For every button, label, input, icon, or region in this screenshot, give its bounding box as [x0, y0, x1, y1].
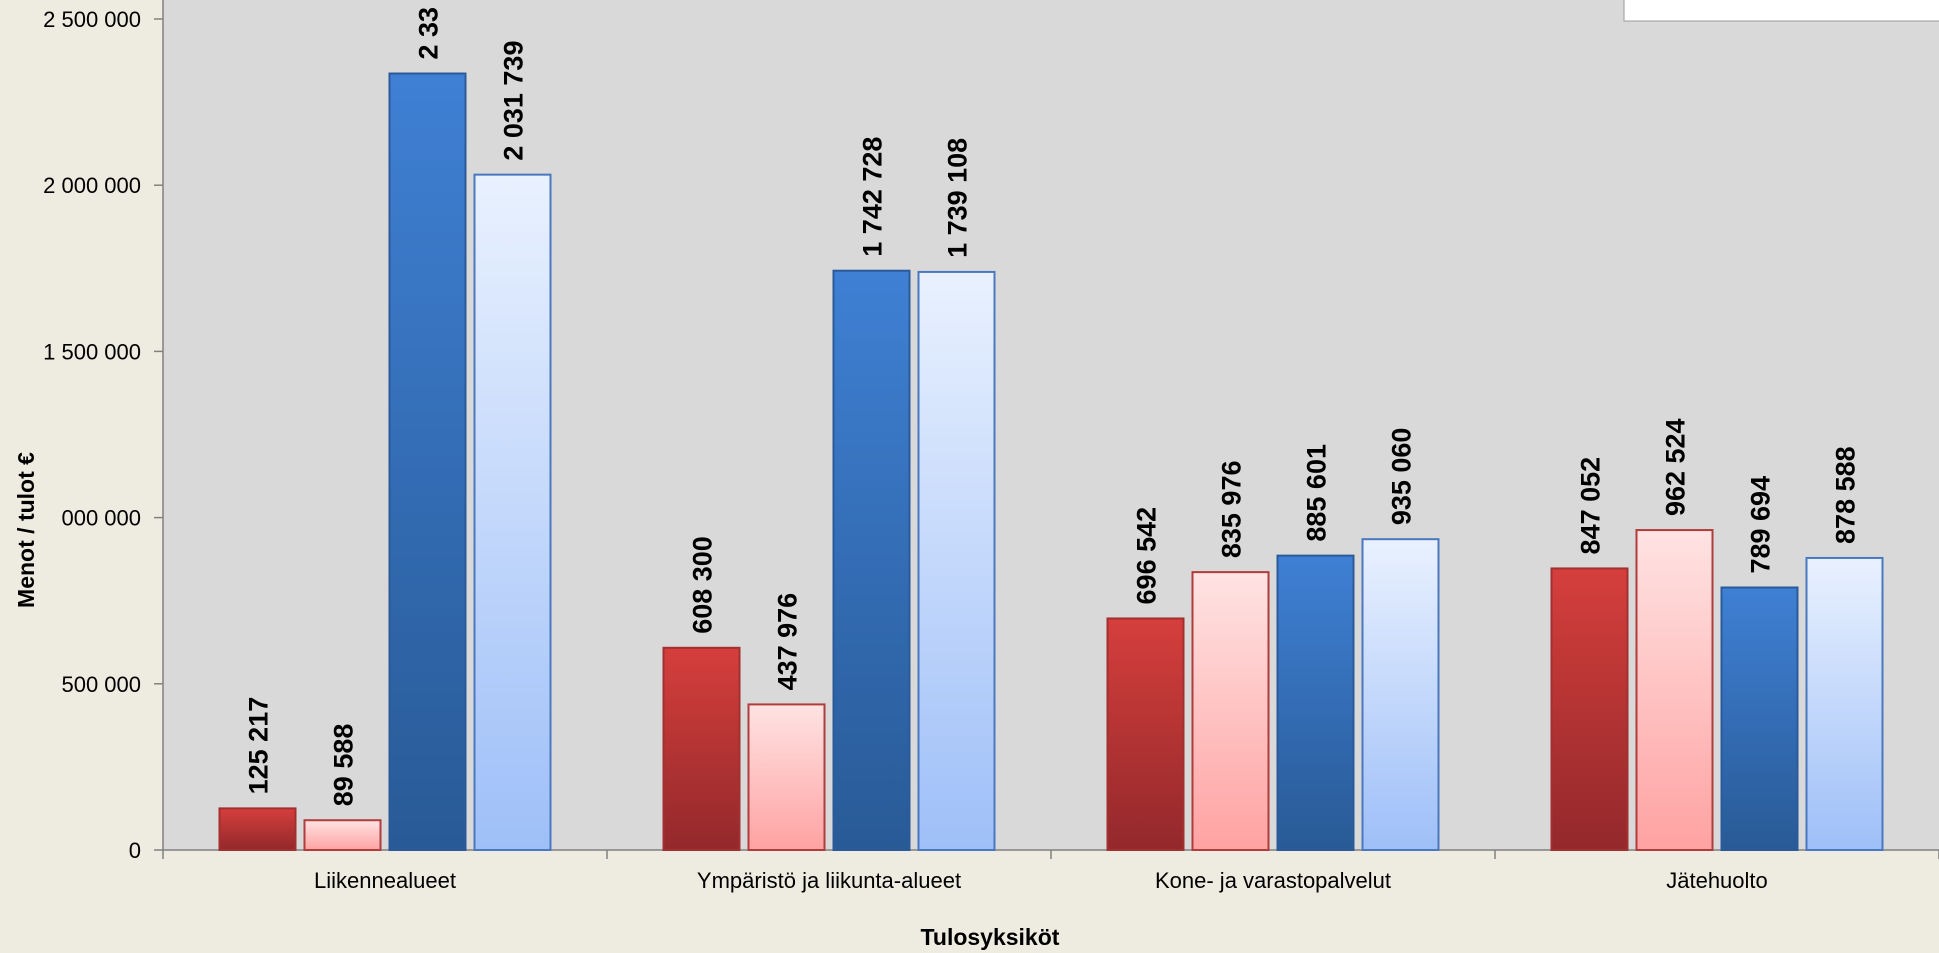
bar: [1191, 571, 1270, 851]
bar: [917, 270, 996, 852]
bar: [747, 703, 826, 851]
legend-box: [1623, 0, 1939, 22]
bar: [388, 72, 467, 851]
bar: [1550, 567, 1629, 852]
y-tick-label: 2 000 000: [43, 173, 141, 198]
data-label: 935 060: [1387, 428, 1417, 526]
data-labels: 125 217 89 588 2 33 2 031 739 608 300 437 976…: [244, 7, 1861, 806]
category-label: Kone- ja varastopalvelut: [1155, 868, 1391, 893]
y-tick-label: 0: [129, 838, 141, 863]
data-label: 608 300: [688, 536, 718, 634]
axes: 0 500 000 000 000 1 500 000 2 000 000 2 500 0…: [43, 0, 1939, 893]
data-label: 878 588: [1831, 446, 1861, 544]
x-axis-title: Tulosyksiköt: [921, 924, 1060, 950]
data-label: 2 031 739: [499, 41, 529, 161]
bar: [832, 269, 911, 851]
data-label: 696 542: [1132, 507, 1162, 605]
bar: [218, 807, 297, 851]
category-label: Ympäristö ja liikunta-alueet: [697, 868, 961, 893]
data-label: 1 739 108: [943, 138, 973, 258]
bar: [303, 819, 382, 851]
category-label: Jätehuolto: [1666, 868, 1768, 893]
data-label: 89 588: [329, 724, 359, 807]
y-tick-label: 000 000: [61, 506, 141, 531]
bar: [473, 173, 552, 851]
bar: [1805, 556, 1884, 851]
data-label: 1 742 728: [858, 137, 888, 257]
data-label: 962 524: [1661, 418, 1691, 516]
data-label: 437 976: [773, 593, 803, 691]
data-label: 885 601: [1302, 444, 1332, 542]
bar: [1106, 617, 1185, 851]
y-tick-label: 2 500 000: [43, 7, 141, 32]
bar: [1276, 554, 1355, 851]
bar: [1635, 529, 1714, 851]
data-label: 835 976: [1217, 461, 1247, 559]
y-axis-title: Menot / tulot €: [13, 452, 39, 608]
bar: [1720, 586, 1799, 852]
y-tick-label: 500 000: [61, 672, 141, 697]
data-label: 125 217: [244, 697, 274, 795]
data-label: 847 052: [1576, 457, 1606, 555]
bar: [662, 646, 741, 851]
data-label: 789 694: [1746, 476, 1776, 574]
bar: [1361, 538, 1440, 851]
y-tick-label: 1 500 000: [43, 339, 141, 364]
data-label: 2 33: [414, 7, 444, 60]
category-label: Liikennealueet: [314, 868, 456, 893]
bars: [218, 72, 1884, 852]
